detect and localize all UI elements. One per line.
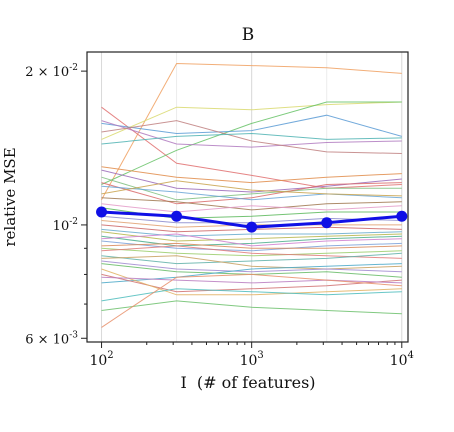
series-line bbox=[101, 106, 402, 189]
series-line bbox=[101, 233, 402, 247]
series-line bbox=[101, 182, 402, 205]
mean-series-point bbox=[396, 210, 408, 222]
series-line bbox=[101, 242, 402, 249]
series-line bbox=[101, 240, 402, 252]
x-tick-label: 102 bbox=[89, 350, 113, 369]
series-line bbox=[101, 247, 402, 257]
series-line bbox=[101, 101, 402, 185]
series-line bbox=[101, 260, 402, 273]
series-line bbox=[101, 120, 402, 154]
series-line bbox=[101, 114, 402, 137]
series-line bbox=[101, 120, 402, 148]
series-line bbox=[101, 273, 402, 328]
series-line bbox=[101, 288, 402, 302]
series-line bbox=[101, 203, 402, 213]
y-axis-label: relative MSE bbox=[1, 147, 19, 246]
series-line bbox=[101, 231, 402, 242]
x-axis-ticks: 102 103 104 bbox=[89, 342, 414, 369]
x-tick-label: 104 bbox=[390, 350, 414, 369]
y-axis-ticks: 2 × 10-2 10-2 6 × 10-3 bbox=[25, 63, 87, 347]
chart-title: B bbox=[242, 25, 255, 45]
series-line bbox=[101, 101, 402, 140]
mean-series bbox=[96, 206, 408, 233]
series-line bbox=[101, 268, 402, 296]
mean-series-point bbox=[321, 217, 333, 229]
series-line bbox=[101, 180, 402, 197]
series-line bbox=[101, 255, 402, 270]
series-line bbox=[101, 300, 402, 315]
mean-series-point bbox=[171, 210, 183, 222]
mean-series-point bbox=[96, 206, 108, 218]
series-line bbox=[101, 252, 402, 265]
series-line bbox=[101, 276, 402, 284]
x-axis-label: I (# of features) bbox=[180, 373, 315, 392]
mean-series-point bbox=[246, 221, 258, 233]
grid-lines bbox=[101, 52, 403, 342]
series-line bbox=[101, 197, 402, 211]
plot-frame bbox=[86, 51, 409, 343]
series-line bbox=[101, 235, 402, 247]
x-tick-label: 103 bbox=[240, 350, 264, 369]
series-line bbox=[101, 166, 402, 184]
y-tick-label: 2 × 10-2 bbox=[25, 63, 78, 80]
y-tick-label: 6 × 10-3 bbox=[25, 330, 78, 347]
series-line bbox=[101, 176, 402, 201]
series-line bbox=[101, 62, 402, 201]
series-line bbox=[101, 228, 402, 237]
y-tick-label: 10-2 bbox=[53, 217, 78, 234]
series-line bbox=[101, 132, 402, 145]
series-line bbox=[101, 185, 402, 201]
